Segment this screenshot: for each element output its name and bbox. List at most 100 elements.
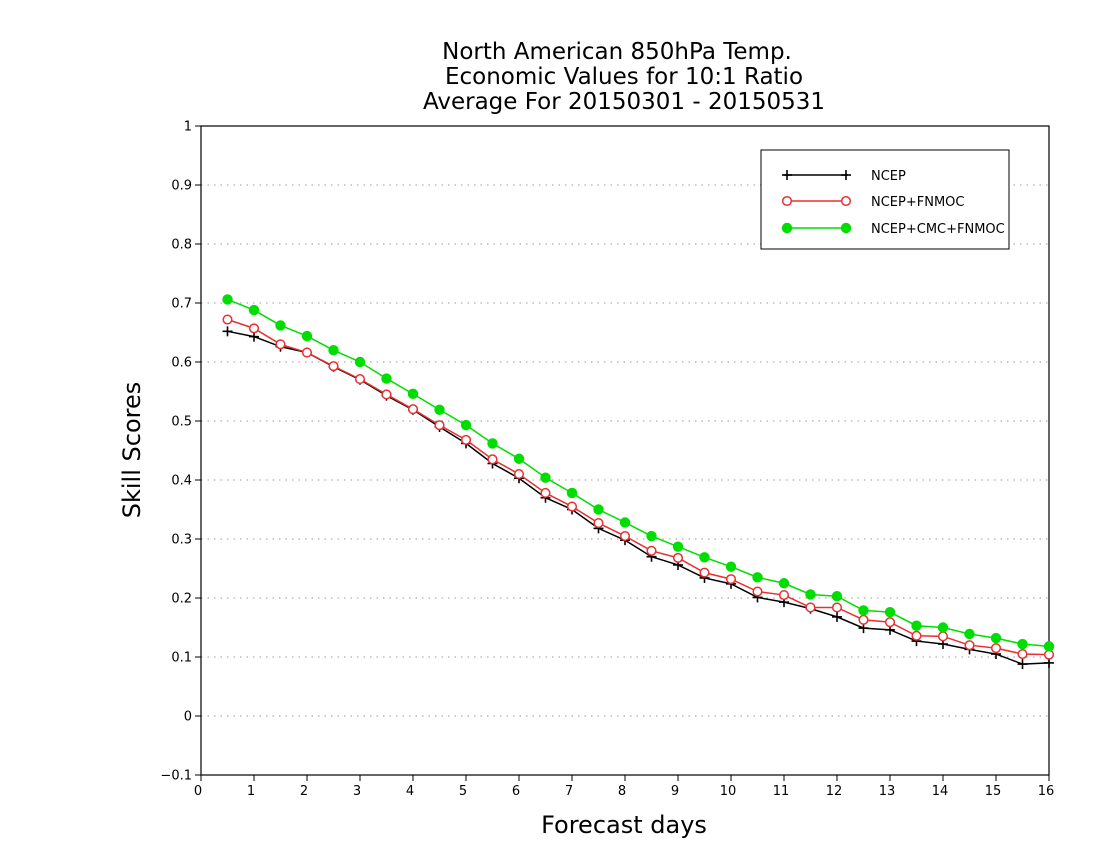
y-tick-label: 0.4 <box>171 474 192 489</box>
data-point <box>805 602 816 613</box>
data-point <box>513 453 525 464</box>
title-line-3: Average For 20150301 - 20150531 <box>423 89 825 115</box>
data-point <box>301 347 313 358</box>
x-tick-label: 15 <box>985 784 1002 799</box>
data-point <box>937 622 949 633</box>
title-line-2: Economic Values for 10:1 Ratio <box>445 64 803 90</box>
x-tick-label: 1 <box>247 784 255 799</box>
data-point <box>778 578 790 589</box>
data-point <box>831 602 843 613</box>
data-point <box>805 589 816 600</box>
legend-label: NCEP <box>871 169 906 184</box>
data-point <box>778 590 790 601</box>
data-point <box>381 373 392 384</box>
series <box>222 294 1055 670</box>
x-tick-label: 7 <box>565 784 573 799</box>
data-point <box>222 326 233 337</box>
data-point <box>752 586 763 597</box>
data-point <box>699 552 710 563</box>
data-point <box>275 320 286 331</box>
series-line <box>227 330 1050 665</box>
y-tick-label: 0.1 <box>171 651 192 666</box>
legend-marker <box>781 222 793 234</box>
data-point <box>540 487 551 499</box>
y-tick-label: 1 <box>184 120 192 135</box>
series-line <box>227 318 1050 656</box>
y-tick-label: 0.7 <box>171 297 192 312</box>
data-point <box>248 323 260 334</box>
data-point <box>964 628 975 640</box>
legend-marker <box>781 195 793 207</box>
data-point <box>884 617 896 628</box>
data-point <box>513 469 525 480</box>
series-0 <box>222 326 1054 670</box>
data-point <box>407 388 419 400</box>
y-axis-label: Skill Scores <box>118 382 146 519</box>
x-tick-label: 5 <box>459 784 467 799</box>
x-axis-label: Forecast days <box>541 811 707 839</box>
series-line <box>227 298 1050 648</box>
data-point <box>725 574 737 585</box>
x-tick-label: 3 <box>353 784 361 799</box>
data-point <box>964 640 975 651</box>
data-point <box>354 374 366 385</box>
x-tick-label: 10 <box>720 784 737 799</box>
data-point <box>858 605 869 616</box>
data-point <box>646 545 657 556</box>
data-point <box>1017 638 1028 650</box>
x-tick-label: 9 <box>671 784 679 799</box>
x-tick-label: 11 <box>773 784 790 799</box>
legend-label: NCEP+FNMOC <box>871 195 964 210</box>
data-point <box>460 434 472 445</box>
x-tick-label: 0 <box>194 784 202 799</box>
data-point <box>752 572 763 583</box>
data-point <box>619 531 631 542</box>
x-tick-label: 2 <box>300 784 308 799</box>
title-line-1: North American 850hPa Temp. <box>442 39 792 65</box>
y-tick-label: 0.3 <box>171 533 192 548</box>
data-point <box>1043 649 1055 660</box>
data-point <box>275 339 286 350</box>
y-tick-label: 0.5 <box>171 415 192 430</box>
data-point <box>248 304 260 316</box>
data-point <box>460 419 472 431</box>
x-tick-label: 4 <box>406 784 414 799</box>
y-tick-label: −0.1 <box>160 769 192 784</box>
data-point <box>911 620 922 631</box>
x-tick-label: 13 <box>879 784 896 799</box>
x-tick-label: 14 <box>932 784 949 799</box>
data-point <box>566 501 578 512</box>
y-tick-label: 0.9 <box>171 179 192 194</box>
x-tick-label: 12 <box>826 784 843 799</box>
x-tick-label: 16 <box>1038 784 1055 799</box>
data-point <box>328 345 339 356</box>
data-point <box>301 330 313 342</box>
legend-box <box>760 149 1010 250</box>
data-point <box>725 561 737 572</box>
x-axis-ticks: 0 1 2 3 4 5 6 7 8 9 10 11 12 13 14 15 16 <box>194 775 1054 799</box>
y-tick-label: 0 <box>184 710 192 725</box>
data-point <box>540 472 551 483</box>
y-tick-label: 0.8 <box>171 238 192 253</box>
data-point <box>487 454 498 465</box>
data-point <box>222 314 233 325</box>
data-point <box>1017 649 1028 660</box>
data-point <box>407 404 419 415</box>
data-point <box>1043 641 1055 652</box>
y-tick-label: 0.2 <box>171 592 192 607</box>
data-point <box>434 404 445 415</box>
data-point <box>831 591 843 602</box>
series-2 <box>222 294 1055 652</box>
legend-marker <box>840 195 852 207</box>
y-tick-label: 0.6 <box>171 356 192 371</box>
data-point <box>328 361 339 372</box>
x-tick-label: 8 <box>618 784 626 799</box>
data-point <box>434 420 445 431</box>
data-point <box>672 541 684 552</box>
data-point <box>990 632 1002 644</box>
legend-marker <box>841 170 851 180</box>
data-point <box>937 631 949 642</box>
data-point <box>884 606 896 618</box>
data-point <box>1017 659 1028 670</box>
x-tick-label: 6 <box>512 784 520 799</box>
